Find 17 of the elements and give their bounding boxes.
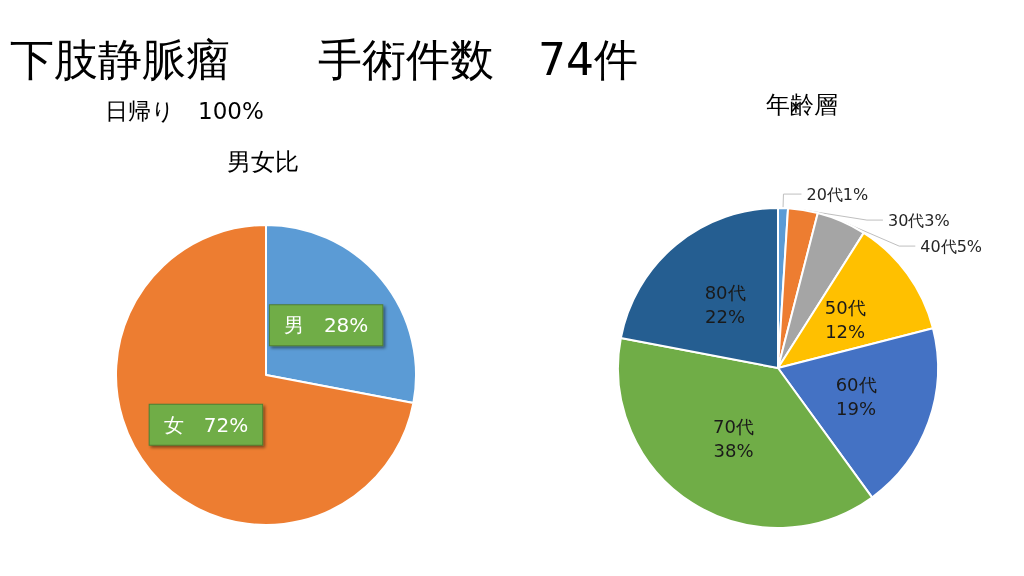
slice-label: 80代	[704, 281, 746, 303]
data-label: 19%	[836, 397, 877, 419]
data-label: 12%	[825, 320, 866, 342]
slice-label: 70代	[713, 415, 754, 437]
slice-label: 30代3%	[887, 210, 950, 230]
data-label: 22%	[705, 305, 746, 327]
slice-label: 50代	[824, 296, 866, 318]
slice-label: 40代5%	[920, 236, 983, 256]
slice-label: 60代	[835, 373, 877, 395]
text: 下肢静脈瘤 手術件数 74件	[10, 34, 638, 85]
data-label: 38%	[713, 439, 754, 461]
slice-label: 女 72%	[163, 412, 249, 437]
chart-title: 年齢層	[766, 91, 838, 119]
slice-label: 20代1%	[806, 184, 869, 204]
chart-title: 男女比	[227, 148, 299, 176]
slice-label: 男 28%	[283, 313, 369, 338]
text: 日帰り 100%	[105, 98, 264, 125]
